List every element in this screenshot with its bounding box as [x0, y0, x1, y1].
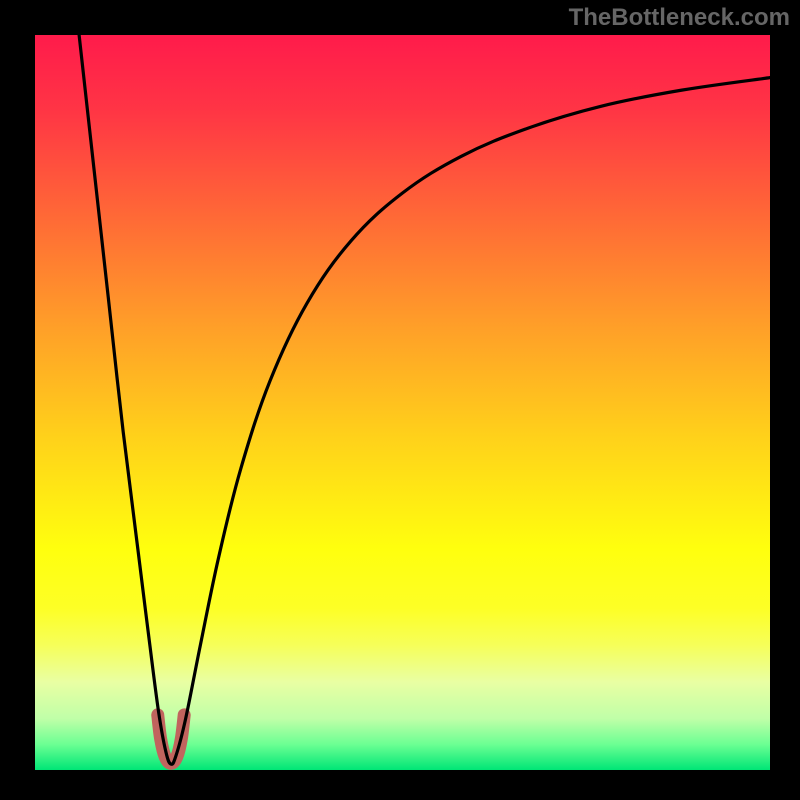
plot-area [35, 35, 770, 770]
bottleneck-curve [79, 35, 770, 764]
watermark-text: TheBottleneck.com [569, 4, 790, 32]
chart-container: TheBottleneck.com [0, 0, 800, 800]
curve-svg [35, 35, 770, 770]
